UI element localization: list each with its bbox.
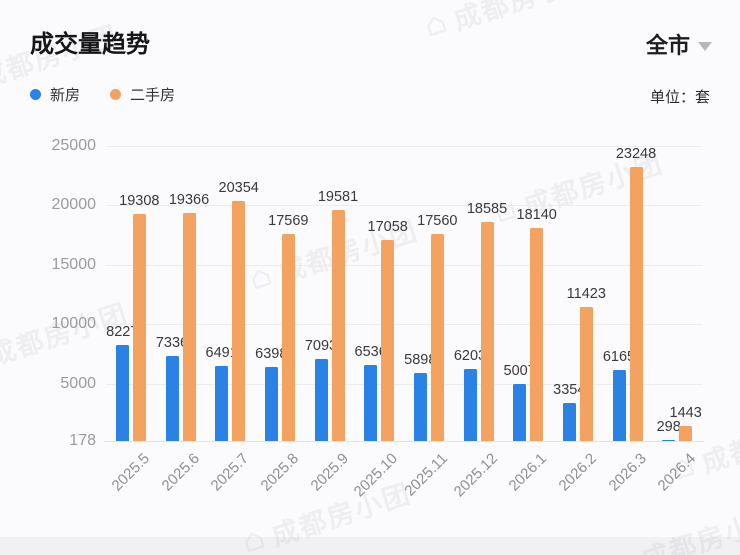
chart-title: 成交量趋势 <box>30 31 150 58</box>
x-axis-category-label: 2025.12 <box>450 450 501 501</box>
x-axis-category-label: 2025.11 <box>401 450 451 500</box>
bar-value-label: 17560 <box>417 213 458 230</box>
bar-resale-homes-2026-3[interactable] <box>629 166 643 441</box>
bar-value-label: 6398 <box>255 346 288 363</box>
city-scope-label: 全市 <box>645 33 690 58</box>
bar-new-homes-2025-8[interactable] <box>264 367 278 441</box>
bar-resale-homes-2026-4[interactable] <box>679 426 693 441</box>
bar-resale-homes-2025-7[interactable] <box>232 201 246 441</box>
bar-value-label: 23248 <box>615 145 657 162</box>
bar-resale-homes-2025-8[interactable] <box>281 234 295 441</box>
page-bottom-strip <box>0 537 740 555</box>
chart-legend: 新房 二手房 <box>30 84 175 105</box>
bar-value-label: 6203 <box>453 348 487 365</box>
bar-value-label: 19308 <box>119 192 160 209</box>
bar-value-label: 18585 <box>466 201 508 218</box>
bar-new-homes-2025-12[interactable] <box>463 369 477 441</box>
bar-value-label: 6536 <box>354 344 387 361</box>
bar-value-label: 1443 <box>669 405 702 421</box>
legend-item-resale-homes[interactable]: 二手房 <box>110 84 175 105</box>
x-axis-category-label: 2026.1 <box>505 450 551 495</box>
bar-new-homes-2026-1[interactable] <box>513 383 527 441</box>
bar-value-label: 298 <box>656 418 681 435</box>
bar-new-homes-2025-5[interactable] <box>115 345 129 441</box>
gridline <box>106 324 702 326</box>
bar-resale-homes-2026-2[interactable] <box>579 307 593 441</box>
y-axis-tick-label: 5000 <box>60 374 96 392</box>
x-axis-category-label: 2025.6 <box>158 450 203 495</box>
bar-resale-homes-2025-9[interactable] <box>331 210 345 441</box>
bar-value-label: 3354 <box>553 382 586 399</box>
bar-value-label: 5898 <box>404 352 437 368</box>
bar-new-homes-2025-11[interactable] <box>413 373 427 441</box>
bar-value-label: 17569 <box>268 213 309 230</box>
bar-resale-homes-2025-6[interactable] <box>182 213 196 441</box>
bar-new-homes-2025-9[interactable] <box>314 358 328 441</box>
bar-value-label: 20354 <box>218 180 259 197</box>
bar-value-label: 17058 <box>367 219 408 236</box>
x-axis-category-label: 2025.5 <box>108 450 153 495</box>
bar-resale-homes-2025-5[interactable] <box>132 213 146 441</box>
legend-dot-new-homes-icon <box>30 89 41 100</box>
x-axis-category-label: 2025.8 <box>257 450 302 495</box>
gridline <box>106 146 702 147</box>
bar-new-homes-2025-6[interactable] <box>165 355 179 441</box>
legend-label-resale-homes: 二手房 <box>130 87 176 104</box>
bar-new-homes-2025-7[interactable] <box>215 366 229 441</box>
gridline <box>106 383 702 385</box>
bar-value-label: 19581 <box>317 189 359 206</box>
unit-label: 单位：套 <box>649 89 710 106</box>
bar-value-label: 5007 <box>503 362 536 379</box>
city-scope-dropdown[interactable]: 全市 <box>646 28 712 60</box>
x-axis-category-label: 2026.2 <box>555 450 600 495</box>
chevron-down-icon <box>698 41 712 51</box>
y-axis-tick-label: 15000 <box>51 255 97 273</box>
bar-new-homes-2026-4[interactable] <box>662 439 676 441</box>
bar-value-label: 8227 <box>106 324 139 341</box>
x-axis-line <box>104 441 704 442</box>
bar-value-label: 6491 <box>205 345 238 361</box>
legend-item-new-homes[interactable]: 新房 <box>30 84 80 105</box>
y-axis-tick-label: 20000 <box>51 196 97 214</box>
bar-new-homes-2025-10[interactable] <box>364 365 378 441</box>
bar-resale-homes-2025-11[interactable] <box>430 234 444 441</box>
bar-value-label: 18140 <box>516 206 557 223</box>
x-axis-category-label: 2025.10 <box>350 450 402 501</box>
x-axis-category-label: 2026.4 <box>654 450 700 495</box>
x-axis-category-label: 2025.7 <box>207 450 253 495</box>
legend-label-new-homes: 新房 <box>50 87 81 104</box>
bar-resale-homes-2026-1[interactable] <box>530 227 544 441</box>
bar-new-homes-2026-3[interactable] <box>612 369 626 441</box>
x-axis-category-label: 2025.9 <box>307 450 352 495</box>
bar-value-label: 6165 <box>602 348 636 365</box>
bar-value-label: 7093 <box>304 337 338 354</box>
gridline <box>106 264 702 266</box>
gridline <box>106 205 702 207</box>
bar-value-label: 11423 <box>566 286 606 303</box>
bar-value-label: 19366 <box>168 192 210 208</box>
bar-new-homes-2026-2[interactable] <box>562 403 576 441</box>
bar-value-label: 7336 <box>155 334 189 351</box>
legend-dot-resale-homes-icon <box>110 89 122 100</box>
bar-resale-homes-2025-10[interactable] <box>381 240 395 441</box>
y-axis-tick-label: 178 <box>69 432 96 449</box>
x-axis-category-label: 2026.3 <box>605 450 650 495</box>
bar-resale-homes-2025-12[interactable] <box>480 222 494 441</box>
y-axis-tick-label: 10000 <box>51 315 97 333</box>
y-axis-tick-label: 25000 <box>51 137 97 154</box>
